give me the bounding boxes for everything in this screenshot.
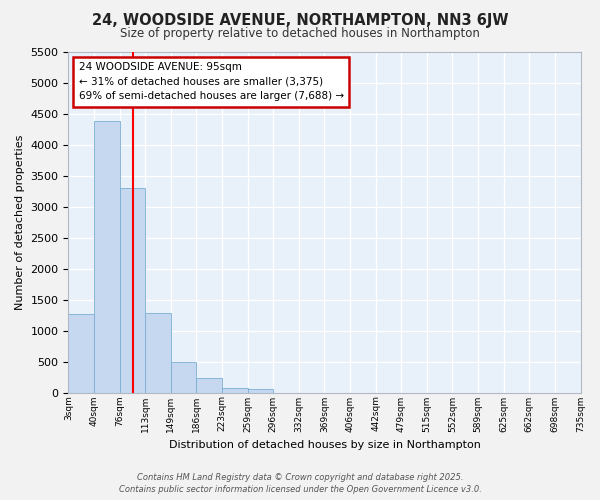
X-axis label: Distribution of detached houses by size in Northampton: Distribution of detached houses by size … (169, 440, 481, 450)
Bar (119, 188, 145, 392)
Bar (248, 390, 273, 392)
Bar (196, 378, 222, 392)
Bar (171, 362, 196, 392)
Text: Size of property relative to detached houses in Northampton: Size of property relative to detached ho… (120, 28, 480, 40)
Text: Contains HM Land Registry data © Crown copyright and database right 2025.
Contai: Contains HM Land Registry data © Crown c… (119, 473, 481, 494)
Bar (222, 388, 248, 392)
Bar (94, 121, 119, 392)
Text: 24 WOODSIDE AVENUE: 95sqm
← 31% of detached houses are smaller (3,375)
69% of se: 24 WOODSIDE AVENUE: 95sqm ← 31% of detac… (79, 62, 344, 102)
Y-axis label: Number of detached properties: Number of detached properties (15, 134, 25, 310)
Bar (145, 313, 171, 392)
Bar (68, 314, 94, 392)
Text: 24, WOODSIDE AVENUE, NORTHAMPTON, NN3 6JW: 24, WOODSIDE AVENUE, NORTHAMPTON, NN3 6J… (92, 12, 508, 28)
